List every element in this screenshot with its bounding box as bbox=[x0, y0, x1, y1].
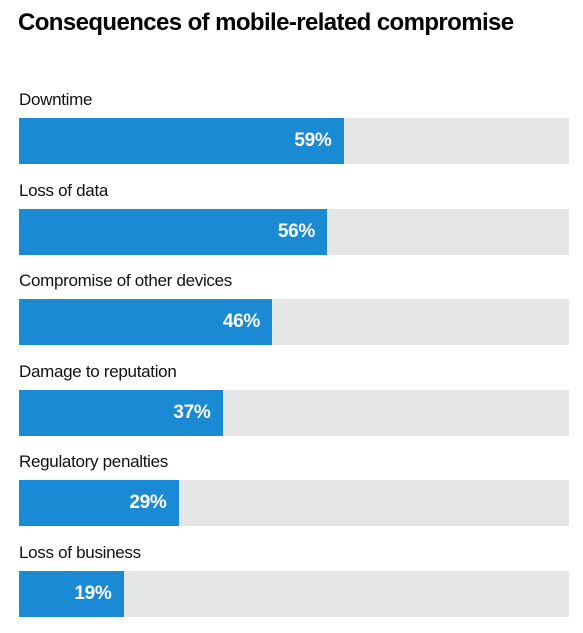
bar-track: 46% bbox=[19, 299, 569, 345]
bar-value-label: 46% bbox=[222, 311, 260, 332]
bar bbox=[19, 570, 124, 617]
category-label: Downtime bbox=[19, 90, 93, 109]
bar-value-label: 56% bbox=[277, 220, 315, 242]
bar-row: Damage to reputation 37% bbox=[0, 362, 583, 452]
category-label: Regulatory penalties bbox=[19, 452, 168, 471]
bar-value-label: 37% bbox=[173, 401, 211, 423]
bar-row: Downtime 59% bbox=[0, 90, 583, 180]
bar-track: 56% bbox=[19, 208, 569, 255]
bar-track: 59% bbox=[19, 118, 569, 164]
bar-track: 19% bbox=[19, 570, 569, 617]
bar-row: Loss of business 19% bbox=[0, 543, 583, 633]
bar-value-label: 29% bbox=[129, 492, 167, 513]
bar-row: Compromise of other devices 46% bbox=[0, 271, 583, 361]
bar-value-label: 59% bbox=[294, 130, 332, 151]
bar bbox=[19, 389, 223, 436]
bar-track: 29% bbox=[19, 480, 569, 526]
bar-track: 37% bbox=[19, 389, 569, 436]
bar bbox=[19, 480, 179, 526]
category-label: Loss of data bbox=[19, 180, 109, 200]
bar-row: Regulatory penalties 29% bbox=[0, 452, 583, 542]
bar bbox=[19, 118, 344, 164]
category-label: Damage to reputation bbox=[19, 361, 177, 381]
bar-value-label: 19% bbox=[74, 582, 112, 604]
bar bbox=[19, 208, 327, 255]
chart-title: Consequences of mobile-related compromis… bbox=[18, 9, 514, 36]
bar bbox=[19, 299, 272, 345]
bar-row: Loss of data 56% bbox=[0, 181, 583, 271]
category-label: Compromise of other devices bbox=[19, 271, 232, 290]
category-label: Loss of business bbox=[19, 542, 141, 562]
